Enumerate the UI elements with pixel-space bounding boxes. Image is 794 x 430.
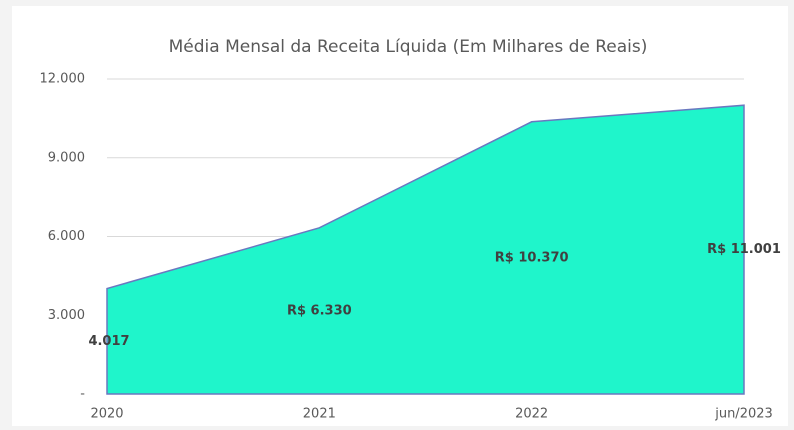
value-label: R$ 6.330 [287,303,352,318]
x-tick-label: 2021 [303,407,336,422]
x-tick-label: jun/2023 [714,407,773,422]
chart-title: Média Mensal da Receita Líquida (Em Milh… [169,37,648,57]
value-label: R$ 11.001 [707,242,781,257]
y-tick-label: 9.000 [48,150,85,165]
value-label: 4.017 [88,334,129,349]
y-tick-label: 3.000 [48,308,85,323]
y-tick-label: - [80,387,85,402]
area [106,104,745,395]
x-tick-label: 2022 [515,407,548,422]
value-label: R$ 10.370 [495,250,569,265]
x-tick-label: 2020 [90,407,123,422]
y-tick-label: 12.000 [40,72,86,87]
y-tick-label: 6.000 [48,229,85,244]
